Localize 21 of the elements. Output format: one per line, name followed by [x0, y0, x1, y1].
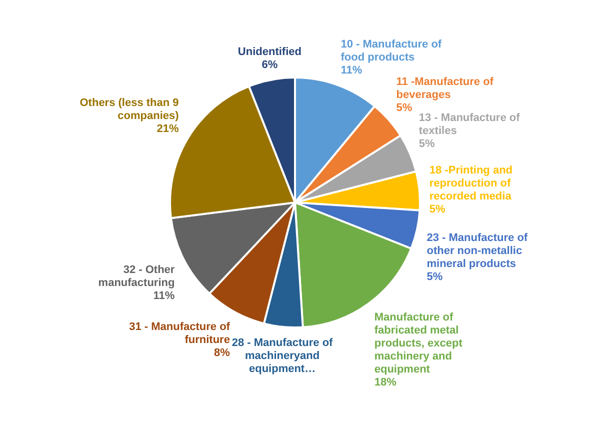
data-label: 5%	[429, 203, 446, 216]
slice-label: 31 - Manufacture of furniture	[129, 320, 230, 346]
slice-label: 28 - Manufacture of machineryand equipment…	[232, 336, 334, 375]
slice-label: 23 - Manufacture of other non-metallic mineral products	[426, 232, 528, 270]
slice-label: 13 - Manufacture of textiles	[418, 112, 520, 137]
slice-label: 18 -Printing and reproduction of recorded media	[429, 164, 513, 202]
slice-label: 32 - Other manufacturing	[98, 264, 176, 289]
slice-label: 10 - Manufacture of food products	[340, 38, 442, 64]
slice-label: Manufacture of fabricated metal products, except machinery and equipment	[374, 312, 463, 376]
slice-label: 11 -Manufacture of beverages	[396, 76, 494, 102]
data-label: 11%	[153, 290, 175, 302]
data-label: 21%	[156, 122, 180, 135]
data-label: 5%	[426, 270, 443, 283]
data-label: 18%	[374, 376, 397, 389]
data-label: 11%	[340, 64, 362, 76]
slice-label: Unidentified	[238, 46, 302, 58]
slice-label: Others (less than 9 companies)	[80, 96, 180, 122]
data-label: 6%	[262, 58, 278, 71]
data-label: 8%	[214, 346, 230, 359]
data-label: 5%	[418, 138, 436, 150]
data-label: 5%	[396, 102, 412, 114]
